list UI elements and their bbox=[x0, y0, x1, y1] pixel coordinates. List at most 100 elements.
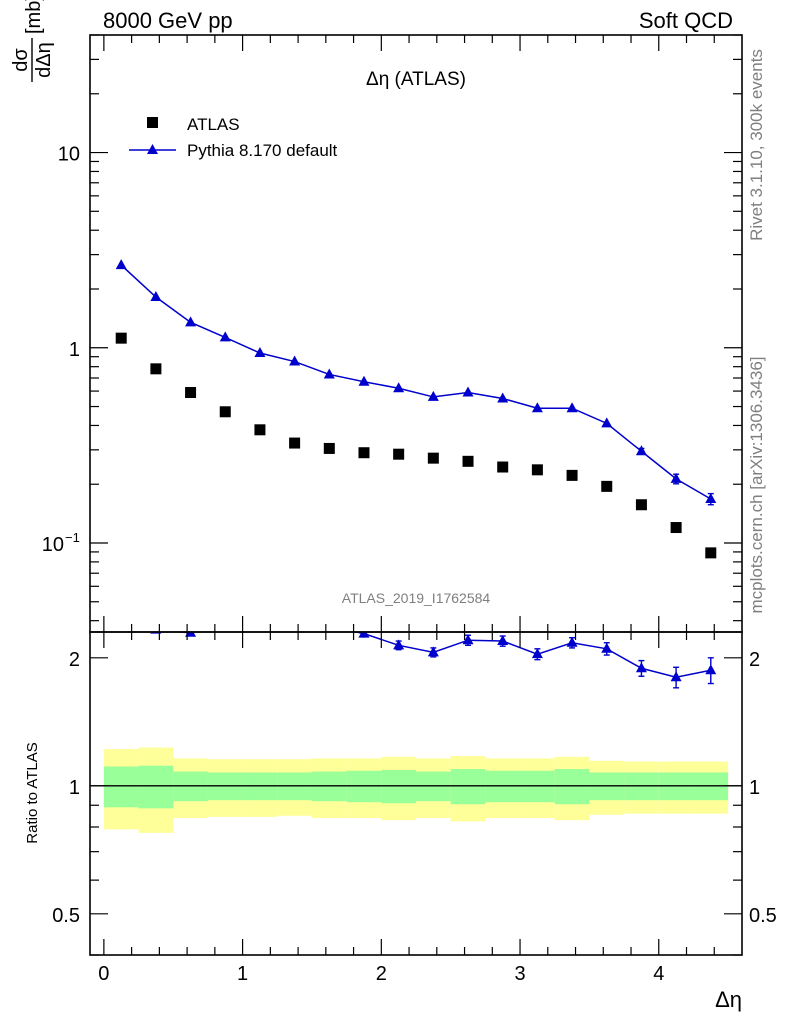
ratio-data-marks bbox=[116, 603, 717, 689]
ratio-pythia-point bbox=[531, 648, 543, 659]
pythia-point bbox=[254, 347, 266, 358]
atlas-point bbox=[323, 442, 335, 454]
pythia-point bbox=[566, 402, 578, 413]
x-tick-label: 4 bbox=[653, 963, 664, 985]
ratio-pythia-point bbox=[635, 662, 647, 673]
ratio-y-tick-label-right: 0.5 bbox=[749, 905, 777, 927]
legend-label-pythia: Pythia 8.170 default bbox=[187, 141, 338, 160]
plot-title: Δη (ATLAS) bbox=[366, 69, 466, 90]
pythia-point bbox=[219, 331, 231, 342]
pythia-point bbox=[185, 316, 197, 327]
atlas-point bbox=[462, 455, 474, 467]
pythia-line bbox=[120, 264, 712, 500]
ratio-pythia-point bbox=[427, 646, 439, 657]
atlas-point bbox=[601, 480, 613, 492]
pythia-point bbox=[358, 375, 370, 386]
ratio-pythia-point bbox=[358, 632, 370, 638]
atlas-point bbox=[185, 386, 197, 398]
ratio-pythia-point bbox=[705, 664, 717, 675]
main-y-tick-label: 10 bbox=[58, 144, 80, 166]
ratio-panel: 2 2 1 1 0.5 0.5 0 1 2 3 4 Ratio to ATLAS Δη bbox=[24, 603, 777, 1012]
legend: ATLAS Pythia 8.170 default bbox=[129, 115, 338, 160]
ratio-y-tick-label-left: 2 bbox=[69, 649, 80, 671]
ratio-pythia-point bbox=[185, 632, 197, 637]
pythia-point bbox=[115, 259, 127, 270]
ratio-y-ticks: 2 2 1 1 0.5 0.5 bbox=[52, 649, 777, 956]
main-x-ticks bbox=[103, 35, 715, 632]
ratio-y-axis-label: Ratio to ATLAS bbox=[24, 742, 41, 843]
process-label: Soft QCD bbox=[639, 8, 733, 33]
ratio-y-tick-label-left: 1 bbox=[69, 777, 80, 799]
ratio-pythia-point bbox=[566, 636, 578, 647]
atlas-point bbox=[566, 469, 578, 481]
x-tick-label: 3 bbox=[514, 963, 525, 985]
pythia-point bbox=[601, 417, 613, 428]
ratio-y-tick-label-right: 1 bbox=[749, 777, 760, 799]
atlas-point bbox=[705, 547, 717, 559]
analysis-watermark: ATLAS_2019_I1762584 bbox=[342, 590, 491, 606]
y-label-unit: [mb] bbox=[23, 0, 45, 34]
atlas-point bbox=[531, 464, 543, 476]
ratio-pythia-point bbox=[116, 621, 127, 631]
ratio-pythia-point bbox=[601, 642, 613, 653]
ratio-pythia-point bbox=[462, 634, 474, 645]
pythia-point bbox=[323, 368, 335, 379]
atlas-point bbox=[393, 448, 405, 460]
pythia-point bbox=[635, 445, 647, 456]
pythia-point bbox=[462, 386, 474, 397]
atlas-point bbox=[254, 424, 266, 436]
atlas-point bbox=[219, 406, 231, 418]
main-y-tick-exponent: −1 bbox=[65, 530, 80, 545]
ratio-plot-frame bbox=[89, 631, 743, 956]
ratio-pythia-point bbox=[289, 603, 300, 613]
atlas-point bbox=[289, 437, 301, 449]
pythia-point bbox=[705, 493, 717, 504]
mcplots-source-label: mcplots.cern.ch [arXiv:1306.3436] bbox=[747, 356, 766, 613]
x-axis-label: Δη bbox=[715, 987, 742, 1012]
ratio-pythia-point bbox=[220, 618, 231, 628]
main-data-marks bbox=[115, 259, 717, 559]
ratio-y-tick-label-left: 0.5 bbox=[52, 905, 80, 927]
pythia-point bbox=[427, 390, 439, 401]
ratio-pythia-point bbox=[670, 671, 682, 682]
main-y-axis-label: dσ dΔη [mb] bbox=[10, 0, 55, 82]
stat-uncertainty-band bbox=[450, 769, 486, 805]
stat-uncertainty-band bbox=[103, 766, 139, 808]
main-y-tick-label: 10 bbox=[42, 534, 64, 556]
pythia-point bbox=[393, 382, 405, 393]
pythia-point bbox=[150, 290, 162, 301]
y-label-numerator: dσ bbox=[10, 48, 32, 72]
ratio-pythia-point bbox=[497, 635, 509, 646]
atlas-point bbox=[497, 461, 509, 473]
stat-uncertainty-band bbox=[381, 769, 416, 804]
x-tick-label: 0 bbox=[98, 963, 109, 985]
pythia-point bbox=[670, 472, 682, 483]
legend-marker-atlas bbox=[147, 117, 158, 128]
legend-label-atlas: ATLAS bbox=[187, 115, 240, 134]
ratio-pythia-point bbox=[254, 614, 265, 624]
legend-marker-pythia bbox=[147, 144, 158, 154]
stat-uncertainty-band bbox=[554, 769, 590, 805]
ratio-y-tick-label-right: 2 bbox=[749, 649, 760, 671]
pythia-point bbox=[289, 355, 301, 366]
atlas-point bbox=[115, 332, 127, 344]
x-tick-label: 2 bbox=[376, 963, 387, 985]
rivet-version-label: Rivet 3.1.10, 300k events bbox=[747, 49, 766, 241]
x-tick-label: 1 bbox=[237, 963, 248, 985]
pythia-point bbox=[497, 392, 509, 403]
pythia-point bbox=[531, 402, 543, 413]
stat-uncertainty-band bbox=[138, 765, 174, 809]
y-label-denominator: dΔη bbox=[33, 42, 55, 78]
atlas-point bbox=[150, 363, 162, 375]
main-y-tick-label: 1 bbox=[69, 339, 80, 361]
ratio-pythia-point bbox=[393, 639, 405, 650]
ratio-pythia-line bbox=[173, 632, 711, 679]
atlas-point bbox=[670, 522, 682, 534]
atlas-point bbox=[635, 499, 647, 511]
ratio-uncertainty-bands bbox=[103, 747, 729, 833]
energy-label: 8000 GeV pp bbox=[103, 8, 233, 33]
atlas-point bbox=[427, 452, 439, 464]
